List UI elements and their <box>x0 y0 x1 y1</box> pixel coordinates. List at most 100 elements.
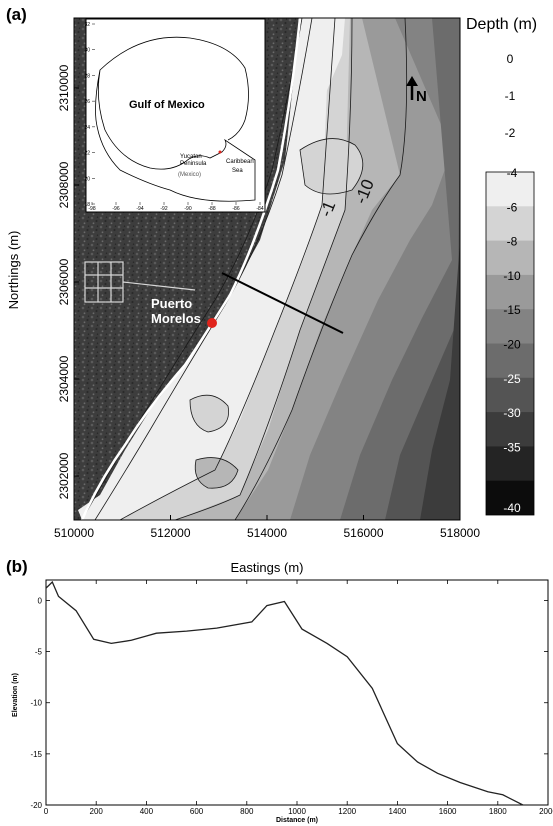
inset-peninsula-2: Peninsula <box>180 161 207 167</box>
colorbar-bin <box>486 206 534 241</box>
transect-line <box>221 272 344 334</box>
map-y-tick-label: 2310000 <box>57 64 71 111</box>
profile-y-ticks: 0 -5 -10 -15 -20 <box>30 596 548 810</box>
profile-y-axis-label: Elevation (m) <box>12 673 19 717</box>
map-x-axis-label: Eastings (m) <box>231 560 304 575</box>
colorbar-title: Depth (m) <box>466 16 537 33</box>
colorbar-bin <box>486 240 534 276</box>
colorbar-top-tick: -1 <box>505 89 516 103</box>
map-x-tick-label: 512000 <box>150 526 190 540</box>
colorbar-bin-label: -40 <box>503 501 521 515</box>
colorbar-bin <box>486 377 534 413</box>
profile-plot-frame <box>45 579 549 806</box>
profile-x-tick-label: 400 <box>140 807 154 816</box>
inset-y-tick-label: 22 <box>84 151 90 157</box>
map-y-tick-label: 2306000 <box>57 258 71 305</box>
colorbar-bin-label: -15 <box>503 303 521 317</box>
profile-x-tick-label: 1800 <box>489 807 507 816</box>
profile-y-tick-label: -15 <box>30 750 42 759</box>
north-arrow <box>406 76 418 100</box>
inset-x-tick-label: -94 <box>136 206 143 212</box>
depth-band-7 <box>420 240 460 520</box>
map-x-ticks: 510000 512000 514000 516000 518000 <box>54 515 480 540</box>
inset-y-tick-label: 24 <box>84 125 90 131</box>
profile-x-tick-label: 1400 <box>389 807 407 816</box>
panel-a-label: (a) <box>6 5 27 24</box>
inset-x-tick-label: -96 <box>112 206 119 212</box>
bathymetry-map: Puerto Morelos -1 -10 N Gulf of Mexico Y… <box>74 18 460 520</box>
profile-x-tick-label: 200 <box>90 807 104 816</box>
inset-y-tick-label: 18 <box>84 202 90 208</box>
inset-x-tick-label: -86 <box>232 206 239 212</box>
colorbar: -4 -6 -8 -10 -15 -20 -25 -30 -35 -40 <box>485 166 535 516</box>
map-y-ticks: 2310000 2308000 2306000 2304000 2302000 <box>57 64 79 499</box>
inset-peninsula-1: Yucatan <box>180 154 202 160</box>
reef-patch-north <box>300 18 345 120</box>
profile-x-tick-label: 600 <box>190 807 204 816</box>
town-grid <box>84 261 196 303</box>
inset-y-tick-label: 26 <box>84 99 90 105</box>
colorbar-bin-label: -6 <box>507 200 518 214</box>
inset-map: Gulf of Mexico Yucatan Peninsula (Mexico… <box>84 18 266 213</box>
colorbar-bin-label: -4 <box>507 166 518 180</box>
inset-location-marker <box>218 150 222 154</box>
colorbar-bin <box>486 172 534 207</box>
north-label: N <box>416 88 427 105</box>
inset-coastline <box>95 36 256 202</box>
map-x-tick-label: 518000 <box>440 526 480 540</box>
map-y-tick-label: 2304000 <box>57 355 71 402</box>
inset-x-tick-label: -98 <box>88 206 95 212</box>
colorbar-bin-label: -25 <box>503 372 521 386</box>
profile-x-tick-label: 1200 <box>338 807 356 816</box>
profile-x-tick-label: 2000 <box>539 807 553 816</box>
reef-patch-mid <box>300 138 363 194</box>
inset-x-tick-label: -84 <box>256 206 263 212</box>
coastline <box>80 18 302 520</box>
profile-x-tick-label: 800 <box>240 807 254 816</box>
map-x-tick-label: 510000 <box>54 526 94 540</box>
map-y-tick-label: 2308000 <box>57 161 71 208</box>
inset-y-ticks: 32 30 28 26 24 22 20 18 <box>84 22 95 208</box>
map-x-tick-label: 514000 <box>247 526 287 540</box>
inset-sea-2: Sea <box>232 168 243 174</box>
profile-x-tick-label: 1000 <box>288 807 306 816</box>
inset-x-ticks: -98 -96 -94 -92 -90 -88 -86 -84 <box>88 202 264 212</box>
inset-y-tick-label: 20 <box>84 176 90 182</box>
profile-y-tick-label: -10 <box>30 699 42 708</box>
reef-patch-south2 <box>195 457 238 489</box>
profile-x-tick-label: 0 <box>44 807 49 816</box>
inset-x-tick-label: -92 <box>160 206 167 212</box>
map-y-tick-label: 2302000 <box>57 452 71 499</box>
inset-y-tick-label: 28 <box>84 73 90 79</box>
profile-y-tick-label: -20 <box>30 801 42 810</box>
panel-b-label: (b) <box>6 557 28 576</box>
town-label-1: Puerto <box>151 296 192 311</box>
inset-title: Gulf of Mexico <box>129 99 205 111</box>
profile-y-tick-label: 0 <box>38 596 43 605</box>
colorbar-bin <box>486 446 534 482</box>
town-marker <box>207 318 217 328</box>
inset-country: (Mexico) <box>178 172 201 178</box>
inset-x-tick-label: -88 <box>208 206 215 212</box>
profile-x-ticks: 0 200 400 600 800 1000 1200 1400 1600 1800 2000 <box>44 580 553 816</box>
colorbar-bin <box>486 480 534 515</box>
inset-sea-1: Caribbean <box>226 159 254 165</box>
colorbar-frame <box>485 171 535 516</box>
depth-band-6 <box>385 60 460 520</box>
colorbar-bin <box>486 412 534 447</box>
inset-x-tick-label: -90 <box>184 206 191 212</box>
colorbar-top-tick: -2 <box>505 126 516 140</box>
contour-label-minus1: -1 <box>316 198 339 219</box>
town-label-2: Morelos <box>151 311 201 326</box>
map-y-axis-label: Northings (m) <box>6 231 21 310</box>
colorbar-bin-label: -35 <box>503 440 521 454</box>
colorbar-bin <box>486 274 534 310</box>
map-x-tick-label: 516000 <box>343 526 383 540</box>
profile-y-tick-label: -5 <box>35 648 43 657</box>
colorbar-bin-label: -30 <box>503 406 521 420</box>
inset-y-tick-label: 30 <box>84 48 90 54</box>
reef-patch-south1 <box>190 395 229 432</box>
elevation-profile-line <box>46 580 524 805</box>
colorbar-bin <box>486 309 534 344</box>
